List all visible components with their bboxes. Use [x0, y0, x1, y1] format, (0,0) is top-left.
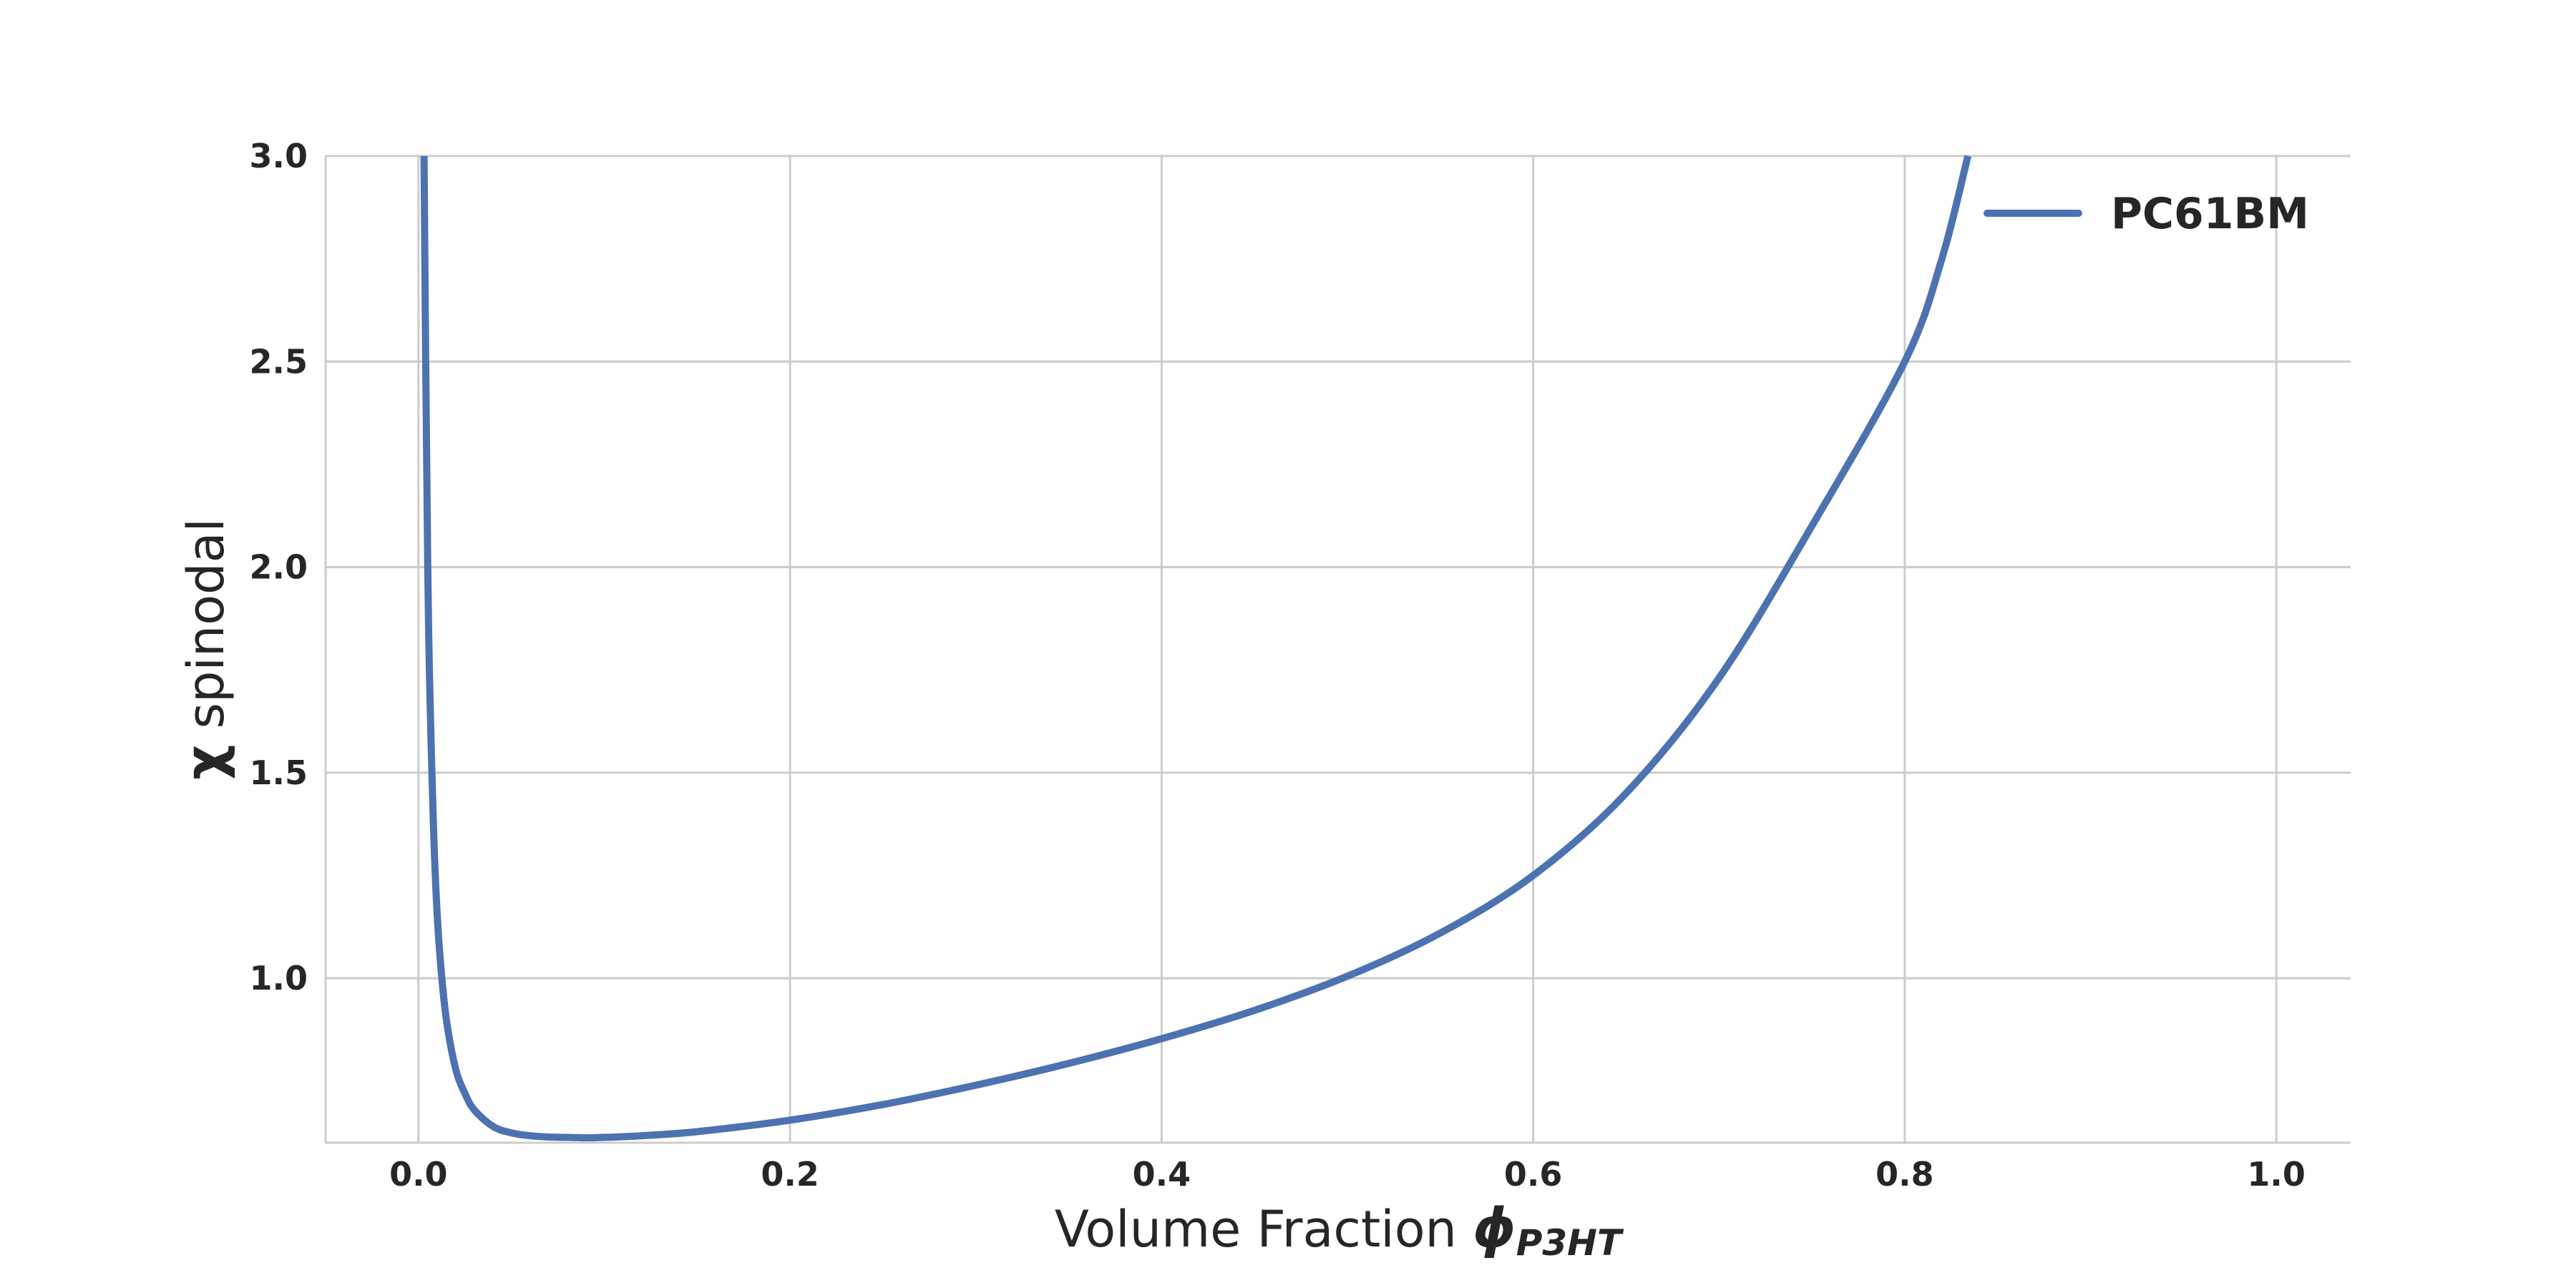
series-line-pc61bm	[420, 155, 1972, 1142]
x-axis-label-symbol: ϕ	[1473, 1196, 1516, 1259]
legend: PC61BM	[1984, 189, 2309, 239]
x-tick-label: 1.0	[2247, 1155, 2306, 1194]
x-tick-label: 0.8	[1875, 1155, 1934, 1194]
x-axis-label-subscript: P3HT	[1516, 1222, 1624, 1264]
series-layer	[420, 155, 1972, 1142]
legend-label-pc61bm: PC61BM	[2111, 189, 2309, 239]
x-tick-label: 0.0	[389, 1155, 448, 1194]
y-tick-label: 3.0	[250, 137, 308, 175]
grid	[326, 155, 2351, 1143]
y-axis-label-symbol: χ	[172, 745, 236, 780]
y-axis-label-text: spinodal	[177, 518, 235, 745]
x-tick-labels: 0.0 0.2 0.4 0.6 0.8 1.0	[389, 1155, 2306, 1194]
x-tick-label: 0.4	[1133, 1155, 1191, 1194]
y-tick-labels: 1.0 1.5 2.0 2.5 3.0	[250, 137, 308, 997]
y-tick-label: 2.0	[250, 548, 308, 587]
y-tick-label: 1.5	[250, 753, 308, 792]
y-tick-label: 2.5	[250, 342, 308, 381]
axes	[324, 156, 2351, 1144]
x-axis-label: Volume Fraction ϕP3HT	[1055, 1196, 1624, 1264]
y-axis-label: χ spinodal	[172, 518, 236, 780]
x-axis-label-text: Volume Fraction	[1055, 1200, 1473, 1259]
x-tick-label: 0.2	[761, 1155, 819, 1194]
x-tick-label: 0.6	[1504, 1155, 1563, 1194]
y-tick-label: 1.0	[250, 959, 308, 997]
